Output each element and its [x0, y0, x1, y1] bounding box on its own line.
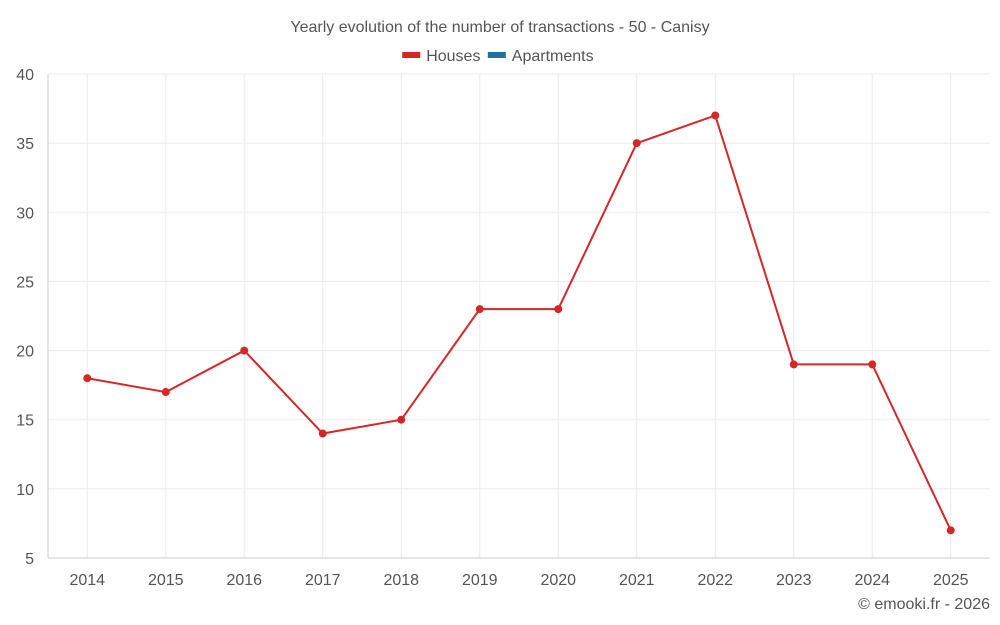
legend-label: Apartments: [512, 48, 594, 65]
y-tick-label: 5: [25, 551, 34, 568]
chart-title: Yearly evolution of the number of transa…: [290, 19, 709, 36]
y-tick-label: 25: [16, 274, 34, 291]
legend-swatch: [487, 52, 506, 58]
legend-item-houses[interactable]: Houses: [402, 48, 480, 65]
x-tick-label: 2018: [383, 572, 419, 589]
x-tick-label: 2025: [933, 572, 969, 589]
y-tick-label: 10: [16, 482, 34, 499]
credit-text: © emooki.fr - 2026: [858, 596, 990, 613]
x-axis: 2014 2015 2016 2017 2018 2019 2020 2021 2022 2023…: [69, 572, 968, 589]
x-tick-label: 2020: [540, 572, 576, 589]
legend-label: Houses: [426, 48, 480, 65]
data-point: [632, 139, 641, 148]
x-tick-label: 2014: [69, 572, 105, 589]
legend-item-apartments[interactable]: Apartments: [487, 48, 594, 65]
legend: Houses Apartments: [402, 48, 594, 65]
x-tick-label: 2015: [148, 572, 184, 589]
x-tick-label: 2021: [619, 572, 655, 589]
data-point: [161, 388, 170, 397]
series-line-houses: [87, 114, 952, 531]
y-tick-label: 15: [16, 413, 34, 430]
series-layer: [83, 111, 955, 535]
y-tick-label: 20: [16, 344, 34, 361]
x-tick-label: 2019: [462, 572, 498, 589]
x-tick-label: 2017: [305, 572, 341, 589]
x-tick-label: 2016: [226, 572, 262, 589]
y-tick-label: 35: [16, 136, 34, 153]
y-tick-label: 30: [16, 205, 34, 222]
data-point: [318, 429, 327, 438]
grid-lines: [47, 73, 990, 559]
x-tick-label: 2024: [854, 572, 890, 589]
data-point: [789, 360, 798, 369]
x-tick-label: 2023: [776, 572, 812, 589]
data-point: [946, 526, 955, 535]
y-axis: 5 10 15 20 25 30 35 40: [16, 67, 34, 568]
data-point: [83, 374, 92, 383]
data-point: [475, 305, 484, 314]
x-tick-label: 2022: [697, 572, 733, 589]
data-point: [711, 111, 720, 120]
y-tick-label: 40: [16, 67, 34, 84]
data-point: [397, 415, 406, 424]
data-point: [554, 305, 563, 314]
data-point: [868, 360, 877, 369]
legend-swatch: [402, 52, 421, 58]
data-point: [240, 346, 249, 355]
